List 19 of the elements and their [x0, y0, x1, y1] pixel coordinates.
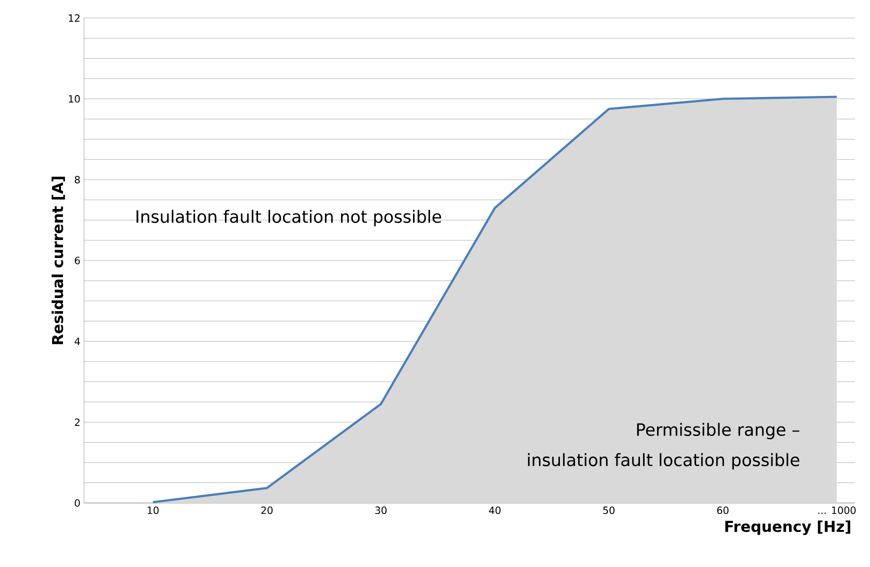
x-axis-title: Frequency [Hz]: [725, 520, 850, 536]
y-tick-label: 10: [68, 95, 80, 103]
x-tick-label: 60: [717, 506, 728, 514]
annotation: Permissible range –: [637, 422, 800, 440]
y-tick-label: 8: [74, 176, 80, 184]
x-tick-label: 30: [375, 506, 387, 514]
y-tick-label: 12: [68, 14, 80, 22]
x-tick-label: 40: [489, 506, 501, 514]
x-tick-label: 50: [603, 506, 615, 514]
y-tick-label: 6: [74, 256, 80, 264]
x-tick-label: ... 1000: [818, 506, 856, 514]
x-tick-label: 10: [148, 506, 159, 514]
y-tick-label: 4: [74, 338, 80, 345]
annotation: Insulation fault location not possible: [136, 210, 442, 226]
x-tick-label: 20: [261, 506, 273, 514]
y-tick-label: 0: [74, 499, 80, 507]
y-axis-title: Residual current [A]: [52, 176, 65, 344]
y-tick-label: 2: [74, 418, 80, 426]
annotation: insulation fault location possible: [528, 453, 800, 470]
